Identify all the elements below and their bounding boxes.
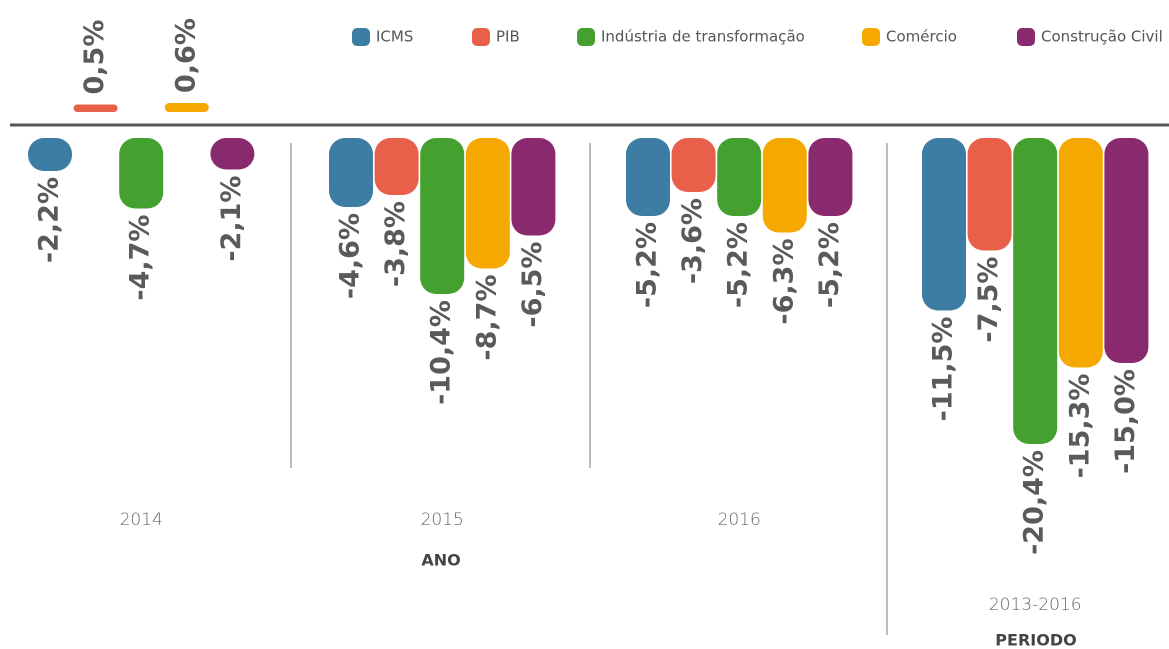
bar xyxy=(1104,138,1149,363)
value-label: -7,5% xyxy=(973,257,1004,343)
legend-swatch xyxy=(352,28,370,46)
bar xyxy=(717,138,762,216)
legend-label: Comércio xyxy=(886,28,957,46)
bar xyxy=(762,138,807,233)
value-label: -8,7% xyxy=(471,275,502,361)
value-label: -4,6% xyxy=(335,213,366,299)
bar xyxy=(671,138,716,192)
value-label: -5,2% xyxy=(632,222,663,308)
bar xyxy=(374,138,419,195)
group-label: ANO xyxy=(421,551,460,570)
bar xyxy=(164,103,209,112)
value-label: -4,7% xyxy=(125,215,156,301)
value-label: -2,2% xyxy=(34,177,65,263)
value-label: -15,3% xyxy=(1064,374,1095,479)
value-label: -6,5% xyxy=(517,242,548,328)
bar xyxy=(73,104,118,112)
bar xyxy=(967,138,1012,251)
value-label: -2,1% xyxy=(216,176,247,262)
bar xyxy=(808,138,853,216)
value-label: 0,5% xyxy=(79,20,110,95)
value-label: -15,0% xyxy=(1110,369,1141,474)
value-label: -6,3% xyxy=(768,239,799,325)
bar xyxy=(922,138,966,311)
x-tick-label: 2014 xyxy=(120,510,163,530)
bar xyxy=(28,138,72,171)
value-label: -11,5% xyxy=(928,317,959,422)
bar xyxy=(329,138,373,207)
x-tick-label: 2013-2016 xyxy=(989,595,1082,615)
group-label: PERIODO xyxy=(995,631,1076,649)
bar xyxy=(465,138,510,269)
legend-label: PIB xyxy=(496,28,520,46)
legend-label: Construção Civil xyxy=(1041,28,1163,46)
bar xyxy=(1058,138,1103,368)
legend-swatch xyxy=(577,28,595,46)
bar xyxy=(420,138,465,294)
legend-swatch xyxy=(862,28,880,46)
value-label: 0,6% xyxy=(170,18,201,93)
bar xyxy=(210,138,255,170)
bar xyxy=(1013,138,1058,444)
bar xyxy=(119,138,164,209)
value-label: -3,6% xyxy=(677,198,708,284)
value-label: -3,8% xyxy=(380,201,411,287)
x-tick-label: 2015 xyxy=(421,510,464,530)
value-label: -5,2% xyxy=(723,222,754,308)
value-label: -20,4% xyxy=(1019,450,1050,555)
bar xyxy=(511,138,556,236)
x-tick-label: 2016 xyxy=(718,510,761,530)
legend-label: ICMS xyxy=(376,28,413,46)
legend-swatch xyxy=(472,28,490,46)
value-label: -5,2% xyxy=(814,222,845,308)
value-label: -10,4% xyxy=(426,300,457,405)
legend-label: Indústria de transformação xyxy=(601,28,805,46)
legend-swatch xyxy=(1017,28,1035,46)
bar xyxy=(626,138,670,216)
